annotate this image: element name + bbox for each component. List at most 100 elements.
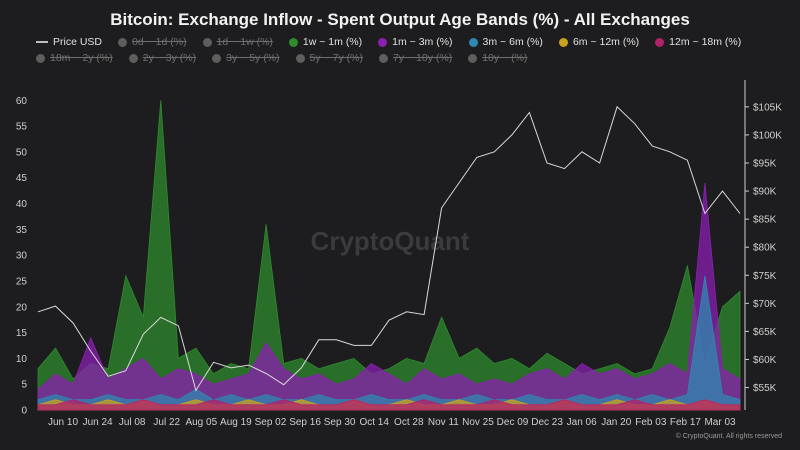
legend-label: 1w ~ 1m (%) [302,36,363,48]
x-tick-label: Oct 28 [394,417,424,428]
legend-color-marker [202,37,212,47]
legend-label: 1d ~ 1w (%) [216,36,273,48]
legend-color-marker [655,37,665,47]
left-axis-ticks: 0 5 10 15 20 25 30 35 40 45 50 55 60 [16,96,28,417]
y-tick-label: 35 [16,225,28,236]
legend-label: Price USD [53,36,103,48]
y2-tick-label: $100K [753,130,782,141]
y-tick-label: 10 [16,354,28,365]
x-tick-label: Sep 30 [324,417,356,428]
x-tick-label: Nov 11 [428,417,459,428]
y-tick-label: 40 [16,199,28,210]
x-tick-label: Dec 23 [531,417,563,428]
right-axis-ticks: $55K $60K $65K $70K $75K $80K $85K $90K $95K $100… [745,102,782,394]
y2-tick-label: $85K [753,215,777,226]
x-tick-label: Aug 19 [220,417,252,428]
x-tick-label: Mar 03 [704,417,736,428]
legend-line-marker [36,41,48,43]
x-tick-label: Jul 22 [153,417,180,428]
legend-color-marker [128,53,138,63]
legend-item-1d-1w[interactable]: 1d ~ 1w (%) [202,36,273,48]
y2-tick-label: $55K [753,383,777,394]
area-12m-18m [37,399,741,411]
y-tick-label: 30 [16,251,28,262]
legend-label: 2y ~ 3y (%) [142,52,197,64]
legend-label: 3m ~ 6m (%) [482,36,543,48]
legend-item-12m-18m[interactable]: 12m ~ 18m (%) [655,36,741,48]
watermark: CryptoQuant [311,226,470,256]
x-tick-label: Jan 20 [601,417,631,428]
legend-label: 5y ~ 7y (%) [309,52,363,64]
area-3m-6m [37,275,741,411]
y-tick-label: 25 [16,276,28,287]
legend-label: 7y ~ 10y (%) [392,52,453,64]
legend-item-1w-1m[interactable]: 1w ~ 1m (%) [288,36,363,48]
y2-tick-label: $105K [753,102,782,113]
x-tick-label: Aug 05 [185,417,217,428]
x-tick-label: Dec 09 [497,417,529,428]
y2-tick-label: $80K [753,243,777,254]
legend-color-marker [468,53,478,63]
y2-tick-label: $60K [753,355,777,366]
legend-color-marker [212,53,222,63]
x-tick-label: Feb 03 [635,417,667,428]
legend: Price USD 0d ~ 1d (%) 1d ~ 1w (%) 1w ~ 1m (… [36,36,776,64]
price-line-group [37,105,741,392]
legend-color-marker [468,37,478,47]
x-axis-ticks: Jun 10 Jun 24 Jul 08 Jul 22 Aug 05 Aug 19 Sep … [48,417,736,428]
x-tick-label: Sep 02 [255,417,287,428]
legend-color-marker [36,53,45,63]
price-usd-line [37,105,741,392]
x-tick-label: Feb 17 [670,417,702,428]
legend-label: 0d ~ 1d (%) [132,36,187,48]
legend-color-marker [378,53,388,63]
y-tick-label: 5 [21,380,27,391]
x-tick-label: Sep 16 [289,417,321,428]
y-tick-label: 55 [16,122,28,133]
legend-label: 6m ~ 12m (%) [572,36,640,48]
y-tick-label: 0 [21,406,27,417]
legend-color-marker [288,37,298,47]
legend-item-0d-1d[interactable]: 0d ~ 1d (%) [118,36,187,48]
legend-label: 1m ~ 3m (%) [392,36,453,48]
y2-tick-label: $75K [753,271,777,282]
legend-label: 3y ~ 5y (%) [226,52,280,64]
x-tick-label: Jun 24 [83,417,113,428]
legend-color-marker [118,37,128,47]
legend-item-3m-6m[interactable]: 3m ~ 6m (%) [468,36,543,48]
legend-label: 12m ~ 18m (%) [669,36,742,48]
legend-item-10y[interactable]: 10y ~ (%) [468,52,527,64]
y-tick-label: 20 [16,302,28,313]
legend-item-5y-7y[interactable]: 5y ~ 7y (%) [295,52,363,64]
x-tick-label: Jan 06 [567,417,597,428]
x-tick-label: Jun 10 [48,417,78,428]
y2-tick-label: $65K [753,327,777,338]
legend-item-18m-2y[interactable]: 18m ~ 2y (%) [36,52,113,64]
area-1m-3m [37,182,741,411]
legend-color-marker [378,37,388,47]
legend-label: 18m ~ 2y (%) [50,52,113,64]
y-tick-label: 50 [16,147,28,158]
y2-tick-label: $95K [753,158,777,169]
legend-item-7y-10y[interactable]: 7y ~ 10y (%) [378,52,453,64]
x-tick-label: Jul 08 [119,417,146,428]
y-tick-label: 15 [16,328,28,339]
legend-color-marker [295,53,305,63]
x-tick-label: Oct 14 [359,417,389,428]
legend-item-2y-3y[interactable]: 2y ~ 3y (%) [128,52,197,64]
area-series-group [37,100,741,411]
y2-tick-label: $70K [753,299,777,310]
copyright-credit: © CryptoQuant. All rights reserved [675,433,782,440]
legend-label: 10y ~ (%) [482,52,528,64]
legend-color-marker [558,37,568,47]
legend-item-3y-5y[interactable]: 3y ~ 5y (%) [212,52,280,64]
legend-item-price-usd[interactable]: Price USD [36,36,102,48]
legend-item-6m-12m[interactable]: 6m ~ 12m (%) [558,36,640,48]
y2-tick-label: $90K [753,187,777,198]
chart-title: Bitcoin: Exchange Inflow - Spent Output … [110,10,690,29]
y-tick-label: 45 [16,173,28,184]
legend-item-1m-3m[interactable]: 1m ~ 3m (%) [378,36,453,48]
x-tick-label: Nov 25 [462,417,494,428]
y-tick-label: 60 [16,96,28,107]
